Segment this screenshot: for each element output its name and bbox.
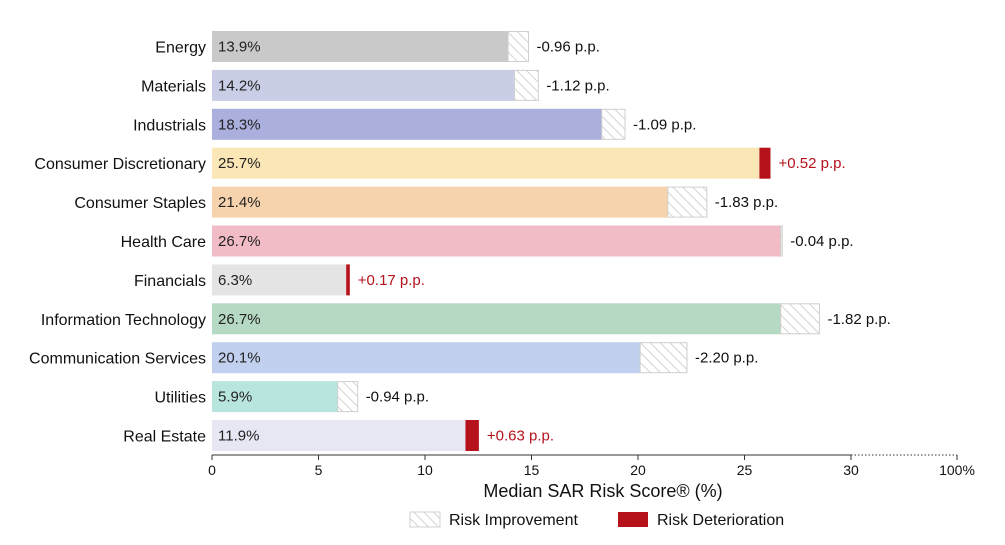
bars-group: Energy 13.9% -0.96 p.p. Materials 14.2% -1.12…	[29, 31, 891, 451]
bar-row: Materials 14.2% -1.12 p.p.	[141, 69, 610, 101]
x-tick-label: 0	[208, 462, 216, 478]
bar	[212, 31, 509, 62]
value-label: 13.9%	[218, 39, 261, 56]
value-label: 25.7%	[218, 155, 261, 172]
category-label: Real Estate	[123, 429, 206, 446]
bar	[212, 342, 641, 374]
x-tick-label: 25	[737, 462, 753, 478]
bar-row: Industrials 18.3% -1.09 p.p.	[133, 108, 696, 140]
bar-row: Real Estate 11.9% +0.63 p.p.	[123, 420, 554, 451]
x-tick-label: 15	[524, 462, 540, 478]
value-label: 26.7%	[218, 233, 261, 250]
bar	[212, 108, 602, 140]
value-label: 6.3%	[218, 272, 252, 289]
improvement-segment	[780, 225, 783, 257]
category-label: Consumer Discretionary	[34, 156, 206, 173]
change-label: -1.09 p.p.	[633, 116, 696, 133]
improvement-segment	[337, 381, 359, 413]
bar	[212, 186, 668, 218]
category-label: Industrials	[133, 117, 206, 134]
change-label: -1.12 p.p.	[546, 77, 609, 94]
change-label: -2.20 p.p.	[695, 350, 758, 367]
value-label: 20.1%	[218, 350, 261, 367]
value-label: 21.4%	[218, 194, 261, 211]
improvement-segment	[639, 342, 688, 374]
legend-swatch-improvement	[409, 511, 441, 528]
category-label: Energy	[155, 40, 206, 57]
change-label: -0.96 p.p.	[537, 39, 600, 56]
improvement-segment	[601, 108, 626, 140]
bar-row: Information Technology 26.7% -1.82 p.p.	[41, 303, 891, 335]
category-label: Financials	[134, 273, 206, 290]
bar	[212, 303, 781, 335]
bar-row: Consumer Staples 21.4% -1.83 p.p.	[74, 186, 778, 218]
x-tick-label: 10	[417, 462, 433, 478]
improvement-segment	[667, 186, 708, 218]
category-label: Communication Services	[29, 351, 206, 368]
change-label: -1.83 p.p.	[715, 194, 778, 211]
bar	[212, 147, 760, 179]
category-label: Information Technology	[41, 312, 206, 329]
legend-label-improvement: Risk Improvement	[449, 512, 578, 529]
x-axis-end-label: 100%	[939, 462, 975, 478]
category-label: Utilities	[154, 390, 206, 407]
change-label: -0.04 p.p.	[790, 233, 853, 250]
category-label: Consumer Staples	[74, 195, 206, 212]
x-tick-label: 20	[630, 462, 646, 478]
change-label: +0.63 p.p.	[487, 428, 554, 445]
value-label: 18.3%	[218, 116, 261, 133]
bar-row: Financials 6.3% +0.17 p.p.	[134, 264, 425, 296]
bar	[212, 420, 466, 451]
legend: Risk Improvement Risk Deterioration	[409, 511, 784, 529]
bar	[212, 264, 347, 296]
bar	[212, 225, 781, 257]
bar-row: Energy 13.9% -0.96 p.p.	[155, 31, 600, 62]
x-tick-label: 5	[315, 462, 323, 478]
value-label: 26.7%	[218, 311, 261, 328]
x-tick-label: 30	[843, 462, 859, 478]
deterioration-segment	[465, 420, 479, 451]
category-label: Materials	[141, 78, 206, 95]
category-label: Health Care	[121, 234, 206, 251]
bar	[212, 381, 338, 413]
legend-swatch-deterioration	[618, 512, 648, 527]
change-label: -1.82 p.p.	[827, 311, 890, 328]
value-label: 5.9%	[218, 389, 252, 406]
value-label: 14.2%	[218, 77, 261, 94]
improvement-segment	[507, 31, 530, 62]
deterioration-segment	[346, 264, 350, 296]
bar	[212, 69, 515, 101]
improvement-segment	[513, 69, 539, 101]
x-axis: 0 5 10 15 20 25 30 100%	[208, 454, 975, 478]
bar-row: Utilities 5.9% -0.94 p.p.	[154, 381, 429, 413]
change-label: +0.52 p.p.	[778, 155, 845, 172]
deterioration-segment	[759, 147, 771, 179]
legend-label-deterioration: Risk Deterioration	[657, 512, 784, 529]
bar-row: Consumer Discretionary 25.7% +0.52 p.p.	[34, 147, 846, 179]
improvement-segment	[780, 303, 820, 335]
bar-row: Communication Services 20.1% -2.20 p.p.	[29, 342, 758, 374]
x-axis-title: Median SAR Risk Score® (%)	[483, 481, 722, 501]
bar-row: Health Care 26.7% -0.04 p.p.	[121, 225, 854, 257]
change-label: +0.17 p.p.	[358, 272, 425, 289]
change-label: -0.94 p.p.	[366, 389, 429, 406]
value-label: 11.9%	[218, 428, 259, 445]
